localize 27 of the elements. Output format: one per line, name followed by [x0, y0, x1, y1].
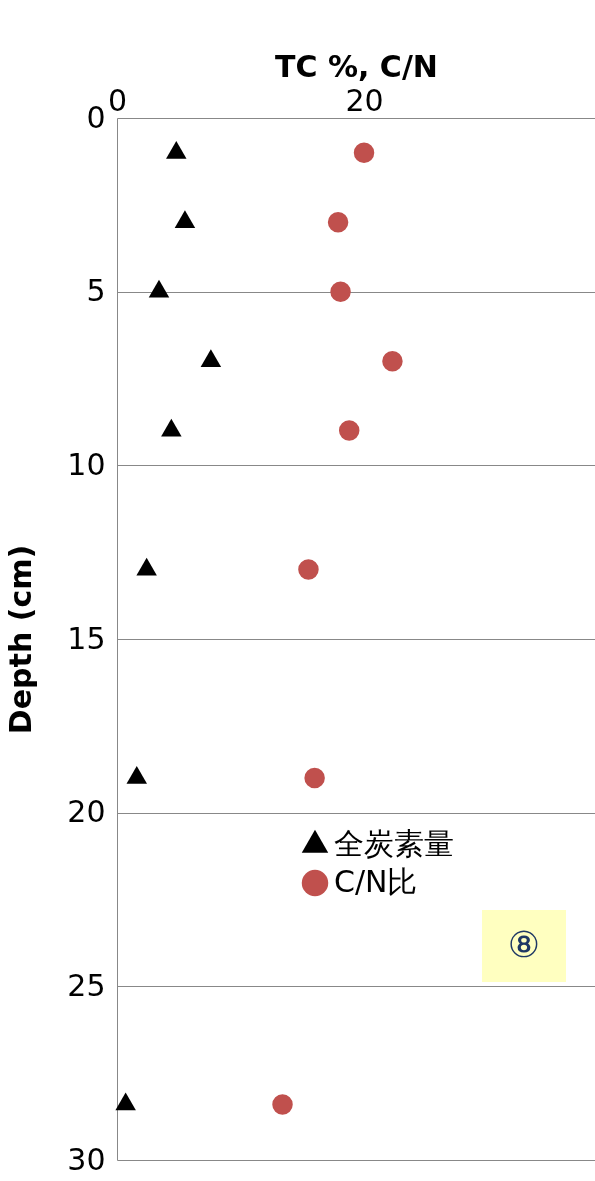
legend-label: 全炭素量	[334, 826, 454, 861]
point	[338, 420, 360, 441]
point	[200, 349, 222, 368]
point	[304, 767, 325, 789]
point	[330, 281, 351, 302]
y-tick-label: 5	[86, 273, 106, 309]
point	[161, 418, 182, 437]
y-axis-title: Depth (cm)	[3, 544, 39, 735]
point	[126, 766, 148, 784]
point	[174, 210, 196, 229]
point	[166, 140, 187, 159]
point	[353, 142, 375, 163]
y-tick-label: 25	[67, 967, 106, 1003]
legend-label: C/N比	[334, 864, 418, 899]
x-axis-title: TC %, C/N	[275, 48, 438, 84]
y-tick-label: 15	[67, 620, 106, 656]
y-tick-label: 20	[67, 794, 106, 830]
point	[136, 557, 157, 576]
point	[298, 559, 319, 580]
point	[148, 279, 170, 298]
y-tick-label: 30	[67, 1141, 106, 1177]
point	[327, 211, 349, 233]
point	[272, 1094, 293, 1115]
annotation: ⑧	[507, 924, 541, 965]
point	[115, 1092, 136, 1111]
y-tick-label: 10	[67, 446, 106, 482]
point	[382, 350, 403, 372]
